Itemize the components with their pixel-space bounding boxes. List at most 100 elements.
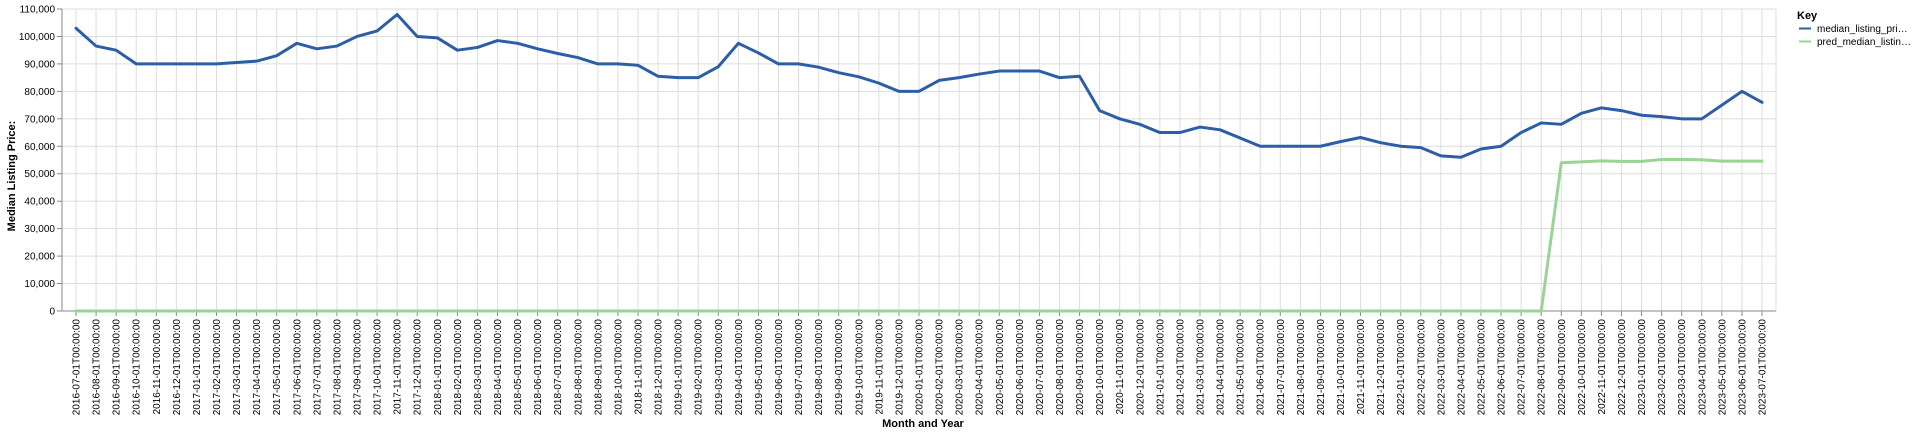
y-tick-label: 10,000 xyxy=(24,279,55,290)
x-axis-title: Month and Year xyxy=(882,418,964,430)
y-tick-label: 0 xyxy=(49,307,55,318)
x-tick-label: 2023-04-01T00:00:00 xyxy=(1697,319,1708,416)
x-tick-label: 2020-12-01T00:00:00 xyxy=(1135,319,1146,416)
x-tick-label: 2023-03-01T00:00:00 xyxy=(1677,319,1688,416)
x-tick-label: 2017-11-01T00:00:00 xyxy=(393,319,404,415)
x-tick-label: 2017-03-01T00:00:00 xyxy=(232,319,243,416)
x-tick-label: 2018-01-01T00:00:00 xyxy=(433,319,444,416)
series-lines xyxy=(74,12,1764,313)
legend-entries: median_listing_pri… pred_median_listin… xyxy=(1799,24,1911,48)
x-tick-label: 2019-12-01T00:00:00 xyxy=(894,319,905,416)
x-tick-label: 2020-05-01T00:00:00 xyxy=(995,319,1006,416)
x-tick-label: 2023-07-01T00:00:00 xyxy=(1758,319,1769,416)
x-tick-label: 2020-02-01T00:00:00 xyxy=(935,319,946,416)
x-tick-label: 2018-09-01T00:00:00 xyxy=(593,319,604,416)
x-tick-label: 2020-04-01T00:00:00 xyxy=(975,319,986,416)
series-line-1 xyxy=(74,12,1764,159)
x-tick-label: 2018-06-01T00:00:00 xyxy=(533,319,544,416)
legend-label: median_listing_pri… xyxy=(1817,24,1908,35)
x-tick-label: 2017-08-01T00:00:00 xyxy=(332,319,343,416)
x-tick-label: 2023-01-01T00:00:00 xyxy=(1637,319,1648,416)
x-tick-label: 2021-08-01T00:00:00 xyxy=(1296,319,1307,416)
x-tick-label: 2022-04-01T00:00:00 xyxy=(1456,319,1467,416)
x-tick-label: 2022-10-01T00:00:00 xyxy=(1577,319,1588,416)
x-tick-label: 2017-05-01T00:00:00 xyxy=(272,319,283,416)
x-tick-label: 2022-07-01T00:00:00 xyxy=(1517,319,1528,416)
x-tick-label: 2019-10-01T00:00:00 xyxy=(854,319,865,416)
x-tick-label: 2022-06-01T00:00:00 xyxy=(1497,319,1508,416)
series-line-2 xyxy=(74,157,1764,313)
x-tick-label: 2021-02-01T00:00:00 xyxy=(1175,319,1186,416)
x-tick-label: 2018-04-01T00:00:00 xyxy=(493,319,504,416)
x-tick-label: 2018-11-01T00:00:00 xyxy=(634,319,645,415)
x-axis: 2016-07-01T00:00:00 2016-08-01T00:00:00 20… xyxy=(62,310,1776,416)
x-tick-label: 2023-02-01T00:00:00 xyxy=(1657,319,1668,416)
x-tick-label: 2020-01-01T00:00:00 xyxy=(915,319,926,416)
x-tick-label: 2022-08-01T00:00:00 xyxy=(1537,319,1548,416)
x-tick-label: 2022-02-01T00:00:00 xyxy=(1416,319,1427,416)
x-tick-label: 2019-04-01T00:00:00 xyxy=(734,319,745,416)
x-tick-label: 2016-07-01T00:00:00 xyxy=(72,319,83,416)
x-tick-label: 2018-10-01T00:00:00 xyxy=(613,319,624,416)
x-tick-label: 2019-05-01T00:00:00 xyxy=(754,319,765,416)
y-tick-label: 60,000 xyxy=(24,142,55,153)
x-tick-label: 2017-01-01T00:00:00 xyxy=(192,319,203,416)
x-tick-label: 2017-06-01T00:00:00 xyxy=(292,319,303,416)
y-tick-label: 50,000 xyxy=(24,169,55,180)
x-tick-label: 2017-04-01T00:00:00 xyxy=(252,319,263,416)
x-tick-label: 2023-06-01T00:00:00 xyxy=(1737,319,1748,416)
x-tick-label: 2021-04-01T00:00:00 xyxy=(1216,319,1227,416)
legend-title: Key xyxy=(1797,10,1818,22)
x-tick-label: 2020-10-01T00:00:00 xyxy=(1095,319,1106,416)
x-tick-label: 2019-06-01T00:00:00 xyxy=(774,319,785,416)
x-tick-label: 2021-12-01T00:00:00 xyxy=(1376,319,1387,416)
legend: Key median_listing_pri… pred_median_listi… xyxy=(1797,10,1911,48)
x-tick-label: 2017-10-01T00:00:00 xyxy=(373,319,384,416)
x-tick-label: 2016-10-01T00:00:00 xyxy=(132,319,143,416)
y-tick-label: 110,000 xyxy=(20,5,56,16)
x-tick-label: 2022-11-01T00:00:00 xyxy=(1597,319,1608,415)
x-tick-label: 2019-08-01T00:00:00 xyxy=(814,319,825,416)
x-tick-label: 2019-01-01T00:00:00 xyxy=(674,319,685,416)
x-tick-label: 2020-07-01T00:00:00 xyxy=(1035,319,1046,416)
x-tick-label: 2019-11-01T00:00:00 xyxy=(874,319,885,415)
x-tick-label: 2016-11-01T00:00:00 xyxy=(152,319,163,415)
x-tick-label: 2018-05-01T00:00:00 xyxy=(513,319,524,416)
x-tick-label: 2020-03-01T00:00:00 xyxy=(955,319,966,416)
legend-label: pred_median_listin… xyxy=(1817,37,1911,48)
y-tick-label: 100,000 xyxy=(19,32,56,43)
x-tick-label: 2019-03-01T00:00:00 xyxy=(714,319,725,416)
x-tick-label: 2022-01-01T00:00:00 xyxy=(1396,319,1407,416)
x-tick-label: 2017-09-01T00:00:00 xyxy=(353,319,364,416)
y-tick-label: 40,000 xyxy=(24,197,55,208)
x-tick-label: 2021-06-01T00:00:00 xyxy=(1256,319,1267,416)
x-tick-label: 2020-09-01T00:00:00 xyxy=(1075,319,1086,416)
gridlines xyxy=(62,8,1777,312)
x-tick-label: 2021-11-01T00:00:00 xyxy=(1356,319,1367,415)
x-tick-label: 2019-07-01T00:00:00 xyxy=(794,319,805,416)
x-tick-label: 2022-03-01T00:00:00 xyxy=(1436,319,1447,416)
x-tick-label: 2016-09-01T00:00:00 xyxy=(112,319,123,416)
y-tick-label: 20,000 xyxy=(24,252,55,263)
x-tick-label: 2017-02-01T00:00:00 xyxy=(212,319,223,416)
x-tick-label: 2020-08-01T00:00:00 xyxy=(1055,319,1066,416)
x-tick-label: 2021-03-01T00:00:00 xyxy=(1196,319,1207,416)
x-tick-label: 2020-11-01T00:00:00 xyxy=(1115,319,1126,415)
x-tick-label: 2017-12-01T00:00:00 xyxy=(413,319,424,416)
x-tick-label: 2018-07-01T00:00:00 xyxy=(553,319,564,416)
x-tick-label: 2021-09-01T00:00:00 xyxy=(1316,319,1327,416)
y-tick-label: 90,000 xyxy=(24,59,55,70)
x-tick-label: 2021-05-01T00:00:00 xyxy=(1236,319,1247,416)
x-tick-label: 2021-07-01T00:00:00 xyxy=(1276,319,1287,416)
x-tick-label: 2022-12-01T00:00:00 xyxy=(1617,319,1628,416)
x-tick-label: 2023-05-01T00:00:00 xyxy=(1717,319,1728,416)
x-tick-label: 2021-10-01T00:00:00 xyxy=(1336,319,1347,416)
x-tick-label: 2022-09-01T00:00:00 xyxy=(1557,319,1568,416)
x-tick-label: 2018-03-01T00:00:00 xyxy=(473,319,484,416)
y-tick-label: 70,000 xyxy=(24,114,55,125)
x-tick-label: 2019-09-01T00:00:00 xyxy=(834,319,845,416)
y-axis-title: Median Listing Price: xyxy=(6,121,18,232)
x-tick-label: 2020-06-01T00:00:00 xyxy=(1015,319,1026,416)
x-tick-label: 2018-12-01T00:00:00 xyxy=(654,319,665,416)
